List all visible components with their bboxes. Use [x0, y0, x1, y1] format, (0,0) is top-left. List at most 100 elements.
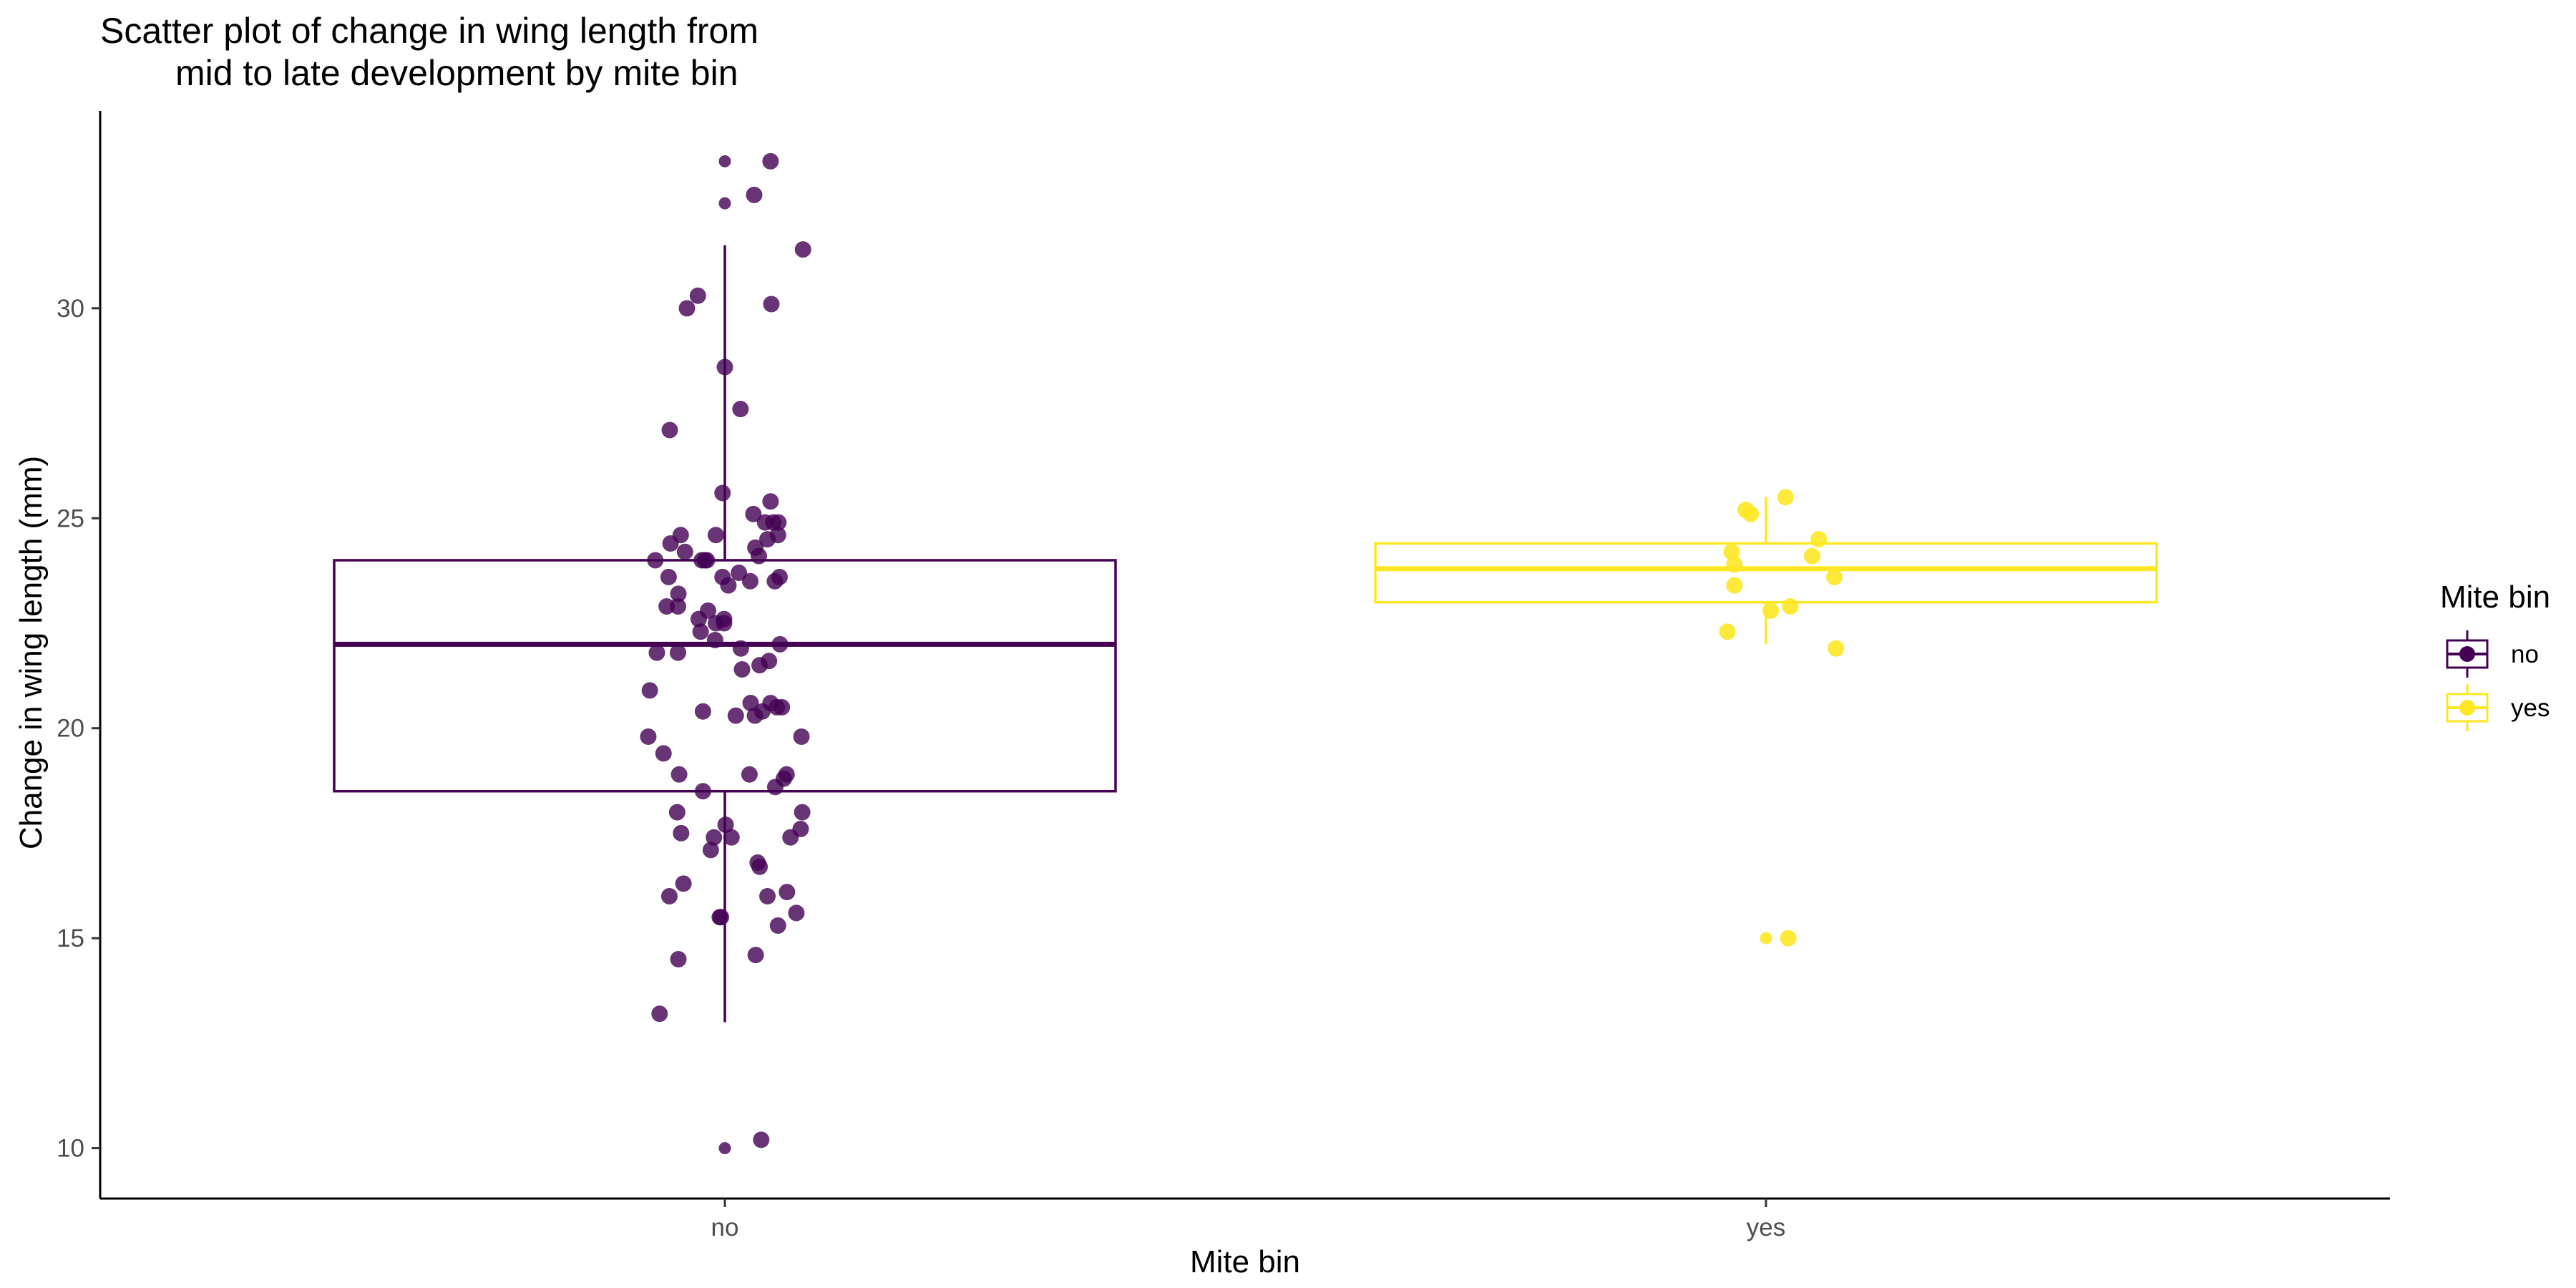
chart-title-line-2: mid to late development by mite bin [175, 53, 738, 93]
data-point [692, 623, 709, 640]
data-point [766, 779, 784, 796]
data-point [751, 858, 769, 875]
data-point [733, 661, 751, 678]
boxplot-no [333, 245, 1117, 1023]
data-point [769, 527, 786, 544]
data-point [661, 421, 678, 439]
data-point [741, 766, 758, 783]
data-point [669, 598, 686, 615]
data-point [647, 552, 664, 569]
data-point [770, 514, 787, 531]
data-point [753, 1131, 770, 1148]
data-point [670, 950, 687, 967]
data-point [763, 296, 780, 313]
legend-key-point [2459, 700, 2475, 716]
chart-title-line-1: Scatter plot of change in wing length fr… [100, 11, 758, 51]
data-point [716, 610, 733, 628]
data-point [640, 728, 657, 745]
data-point [658, 598, 675, 615]
data-point [660, 887, 678, 904]
data-point [751, 547, 768, 565]
data-point [706, 829, 723, 846]
data-point [762, 493, 779, 510]
x-tick-label: no [711, 1214, 739, 1241]
y-tick-label: 15 [57, 924, 84, 952]
legend-label: no [2511, 640, 2539, 668]
data-point [669, 644, 686, 661]
data-point [751, 657, 769, 674]
data-point [718, 197, 731, 210]
data-point [707, 527, 724, 544]
data-point [1762, 602, 1780, 619]
data-point [741, 572, 758, 590]
series-no [640, 152, 811, 1155]
data-point [717, 816, 734, 834]
data-point [1726, 577, 1743, 594]
data-point [732, 401, 749, 418]
data-point [1780, 930, 1797, 947]
data-point [746, 186, 763, 203]
data-point [1777, 489, 1794, 506]
data-point [788, 904, 805, 922]
data-point [793, 728, 810, 745]
data-point [670, 585, 687, 602]
y-tick-label: 20 [57, 715, 84, 743]
data-point [1726, 556, 1743, 573]
data-point [1782, 598, 1799, 615]
data-point [714, 484, 731, 502]
data-point [745, 505, 762, 522]
data-point [769, 917, 786, 935]
legend-item-no: no [2446, 630, 2539, 678]
data-point [762, 152, 779, 170]
data-point [662, 535, 679, 552]
data-point [1803, 547, 1820, 565]
data-point [747, 947, 764, 964]
legend: Mite bin no yes [2440, 580, 2550, 731]
data-point [689, 287, 706, 304]
data-point [694, 783, 711, 800]
data-point [771, 635, 789, 653]
data-point [769, 698, 786, 716]
y-tick-label: 10 [57, 1135, 84, 1163]
data-point [779, 884, 796, 901]
data-point [655, 745, 672, 762]
data-point [670, 766, 688, 783]
data-point [668, 804, 686, 821]
data-point [716, 358, 733, 376]
x-axis-title: Mite bin [1190, 1244, 1300, 1279]
box [333, 559, 1117, 793]
legend-title: Mite bin [2440, 580, 2550, 615]
y-tick-label: 30 [57, 295, 84, 323]
data-point [720, 577, 737, 594]
data-point [759, 887, 776, 904]
data-point [766, 572, 784, 590]
data-point [651, 1005, 668, 1023]
legend-item-yes: yes [2446, 684, 2550, 731]
data-point [660, 568, 677, 585]
data-point [678, 300, 696, 317]
legend-label: yes [2511, 694, 2550, 722]
data-point [794, 804, 811, 821]
data-point [690, 610, 707, 628]
boxplot-yes [1374, 497, 2158, 645]
data-point [753, 703, 771, 720]
y-tick-label: 25 [57, 504, 84, 532]
data-point [1760, 932, 1772, 945]
plot-area: 10 15 20 25 30 no yes [57, 111, 2390, 1241]
data-point [723, 829, 740, 846]
data-point [694, 703, 711, 720]
x-tick-label: yes [1747, 1214, 1785, 1241]
data-point [673, 824, 690, 841]
data-point [731, 565, 748, 582]
data-point [1719, 623, 1736, 640]
data-point [1742, 505, 1760, 522]
data-point [727, 707, 744, 724]
data-point [675, 875, 692, 892]
data-point [742, 694, 759, 711]
data-point [792, 821, 809, 838]
data-point [1826, 568, 1843, 585]
data-point [1723, 543, 1740, 560]
data-point [676, 543, 693, 560]
series-yes [1719, 489, 1845, 947]
